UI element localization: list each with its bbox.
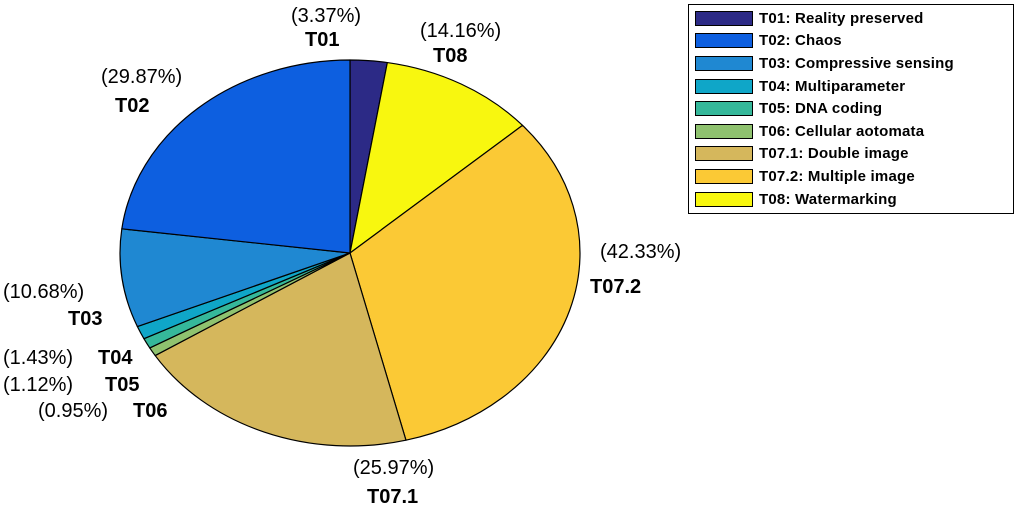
code-label-t071: T07.1 [367,486,418,508]
pie-slice-t03 [119,228,351,328]
pct-label-t03: (10.68%) [3,281,84,303]
legend-swatch-t02 [695,33,753,49]
code-label-t03: T03 [68,308,102,330]
legend-item-t071: T07.1: Double image [689,143,1013,166]
pie-slice-t08 [349,61,524,254]
legend-swatch-t06 [695,123,753,139]
pie-slices [119,59,581,447]
legend-label-t02: T02: Chaos [759,32,842,50]
legend-label-t071: T07.1: Double image [759,145,909,163]
code-label-t05: T05 [105,374,139,396]
legend: T01: Reality preserved T02: Chaos T03: C… [688,4,1014,214]
legend-item-t04: T04: Multiparameter [689,75,1013,98]
pie-slice-t071 [154,252,407,447]
legend-swatch-t08 [695,191,753,207]
legend-item-t06: T06: Cellular aotomata [689,120,1013,143]
legend-swatch-t072 [695,168,753,184]
pct-label-t04: (1.43%) [3,347,73,369]
legend-swatch-t03 [695,55,753,71]
code-label-t08: T08 [433,45,467,67]
legend-item-t08: T08: Watermarking [689,188,1013,211]
pct-label-t02: (29.87%) [101,66,182,88]
legend-label-t05: T05: DNA coding [759,100,883,118]
legend-item-t03: T03: Compressive sensing [689,52,1013,75]
legend-item-t072: T07.2: Multiple image [689,165,1013,188]
legend-label-t06: T06: Cellular aotomata [759,122,925,140]
code-label-t02: T02 [115,95,149,117]
code-label-t01: T01 [305,29,339,51]
legend-label-t072: T07.2: Multiple image [759,167,915,185]
pie-labels: (3.37%) T01 (14.16%) T08 (29.87%) T02 (4… [3,5,681,508]
legend-label-t04: T04: Multiparameter [759,77,906,95]
pie-slice-t02 [121,59,351,254]
pie-slice-t072 [349,124,581,441]
pct-label-t072: (42.33%) [600,241,681,263]
legend-swatch-t071 [695,146,753,162]
legend-swatch-t01 [695,10,753,26]
legend-label-t03: T03: Compressive sensing [759,54,954,72]
code-label-t072: T07.2 [590,276,641,298]
legend-label-t08: T08: Watermarking [759,190,897,208]
pct-label-t08: (14.16%) [420,20,501,42]
pct-label-t06: (0.95%) [38,400,108,422]
pct-label-t05: (1.12%) [3,374,73,396]
legend-item-t01: T01: Reality preserved [689,7,1013,30]
legend-item-t02: T02: Chaos [689,30,1013,53]
legend-swatch-t04 [695,78,753,94]
pct-label-t071: (25.97%) [353,457,434,479]
code-label-t06: T06 [133,400,167,422]
legend-label-t01: T01: Reality preserved [759,9,924,27]
legend-item-t05: T05: DNA coding [689,97,1013,120]
pct-label-t01: (3.37%) [291,5,361,27]
code-label-t04: T04 [98,347,133,369]
legend-swatch-t05 [695,101,753,117]
